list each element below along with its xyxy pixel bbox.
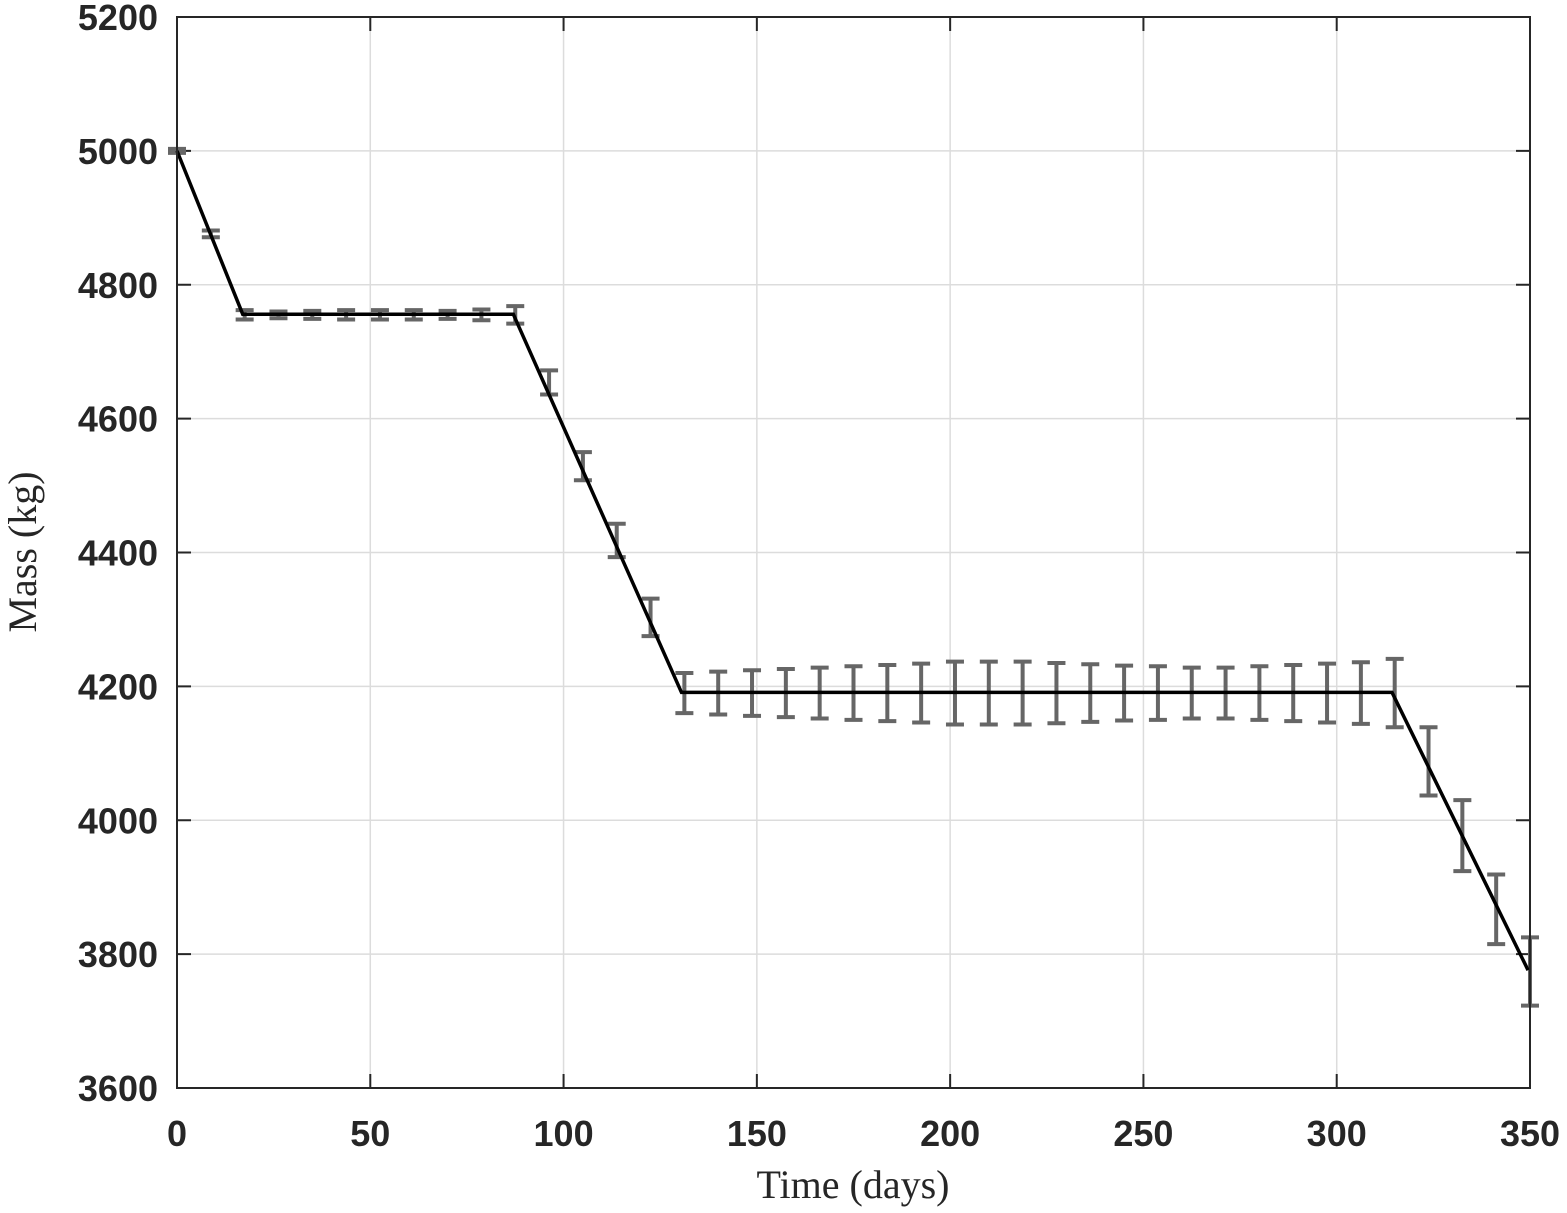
y-tick-label: 4400	[78, 533, 158, 574]
error-bar-shape	[1487, 872, 1506, 947]
y-tick-label: 3600	[78, 1068, 158, 1109]
x-tick-label: 50	[350, 1113, 390, 1154]
x-tick-label: 250	[1113, 1113, 1173, 1154]
y-tick-label: 4600	[78, 399, 158, 440]
y-tick-label: 4800	[78, 265, 158, 306]
y-tick-label: 5200	[78, 0, 158, 38]
error-bar-shape	[1385, 656, 1404, 730]
y-tick-label: 4000	[78, 800, 158, 841]
y-tick-label: 4200	[78, 666, 158, 707]
axes-box	[176, 16, 1531, 1089]
x-tick-label: 100	[534, 1113, 594, 1154]
x-tick-label: 200	[920, 1113, 980, 1154]
error-bar	[1385, 656, 1404, 730]
x-tick-label: 350	[1500, 1113, 1560, 1154]
x-tick-label: 300	[1307, 1113, 1367, 1154]
y-axis-label: Mass (kg)	[0, 471, 45, 632]
y-tick-label: 5000	[78, 131, 158, 172]
error-bar-shape	[1419, 725, 1438, 798]
plot-area	[168, 146, 1539, 1008]
y-tick-label: 3800	[78, 934, 158, 975]
x-tick-label: 0	[167, 1113, 187, 1154]
error-bar	[1487, 872, 1506, 947]
error-bar	[1419, 725, 1438, 798]
x-tick-label: 150	[727, 1113, 787, 1154]
x-axis-label: Time (days)	[757, 1162, 950, 1207]
line	[175, 150, 1530, 971]
